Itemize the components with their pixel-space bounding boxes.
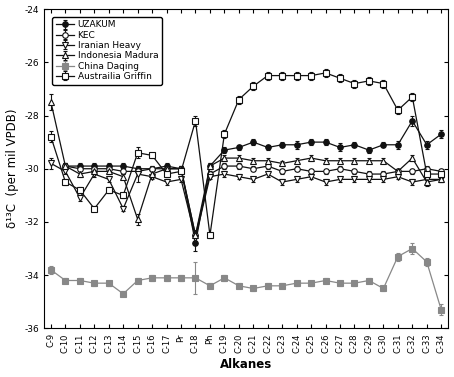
X-axis label: Alkanes: Alkanes: [220, 359, 272, 371]
Legend: UZAKUM, KEC, Iranian Heavy, Indonesia Madura, China Daqing, Austrailia Griffin: UZAKUM, KEC, Iranian Heavy, Indonesia Ma…: [52, 17, 162, 85]
Y-axis label: δ¹³C  (per mil VPDB): δ¹³C (per mil VPDB): [5, 109, 19, 228]
